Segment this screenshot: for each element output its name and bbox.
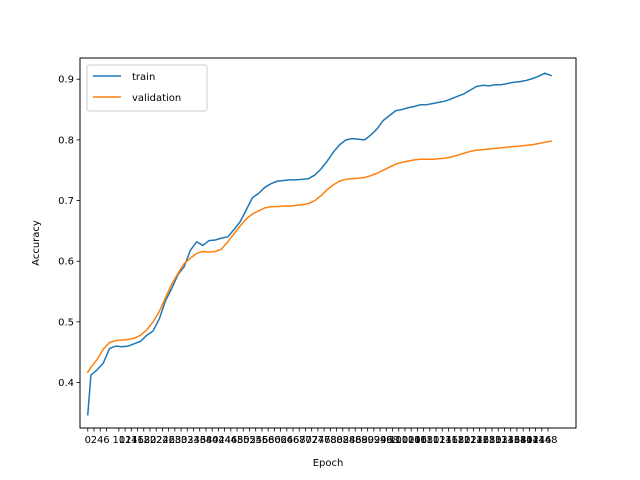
x-tick-label: 128 — [476, 435, 495, 446]
x-tick-label: 130 — [482, 435, 501, 446]
y-tick-label: 0.9 — [58, 75, 74, 86]
x-tick-label: 112 — [427, 435, 446, 446]
x-tick-label: 60 — [268, 435, 281, 446]
y-tick-label: 0.4 — [58, 378, 74, 389]
x-tick-label: 90 — [361, 435, 374, 446]
x-tick-label: 100 — [389, 435, 408, 446]
x-tick-label: 104 — [402, 435, 421, 446]
x-tick-label: 70 — [299, 435, 312, 446]
plot-area-background — [80, 58, 576, 428]
x-tick-label: 86 — [349, 435, 362, 446]
x-axis-ticks: 0 2 4 6 101214161820222426283032343638404244… — [85, 428, 558, 446]
x-tick-label: 80 — [330, 435, 343, 446]
series-line-train — [86, 72, 553, 416]
x-tick-label: 98 — [386, 435, 399, 446]
x-tick-label: 134 — [495, 435, 514, 446]
x-tick-label: 50 — [237, 435, 250, 446]
plot-frame — [79, 57, 577, 429]
x-tick-label: 76 — [318, 435, 331, 446]
x-tick-label: 34 — [187, 435, 200, 446]
x-tick-label: 20 — [144, 435, 157, 446]
legend: train validation — [86, 64, 208, 112]
x-tick-label: 56 — [256, 435, 269, 446]
x-tick-label: 122 — [458, 435, 477, 446]
y-axis-ticks: 0.4 0.5 0.6 0.7 0.8 0.9 — [58, 75, 80, 389]
x-tick-label: 38 — [200, 435, 213, 446]
x-tick-label: 26 — [162, 435, 175, 446]
x-tick-label: 62 — [274, 435, 287, 446]
x-tick-label: 148 — [538, 435, 557, 446]
x-tick-label: 136 — [501, 435, 520, 446]
x-tick-label: 0 — [85, 435, 91, 446]
x-tick-label: 16 — [131, 435, 144, 446]
x-tick-label: 82 — [336, 435, 349, 446]
x-tick-label: 102 — [395, 435, 414, 446]
x-tick-label: 78 — [324, 435, 337, 446]
x-tick-label: 126 — [470, 435, 489, 446]
x-tick-label: 58 — [262, 435, 275, 446]
x-tick-label: 12 — [119, 435, 132, 446]
x-tick-label: 18 — [137, 435, 150, 446]
x-tick-label: 146 — [532, 435, 551, 446]
x-tick-label: 114 — [433, 435, 452, 446]
y-axis-label: Accuracy — [31, 220, 42, 266]
x-tick-label: 138 — [507, 435, 526, 446]
x-tick-label: 144 — [526, 435, 545, 446]
legend-label-train: train — [132, 72, 155, 83]
x-tick-label: 14 — [125, 435, 138, 446]
x-tick-label: 124 — [464, 435, 483, 446]
x-tick-label: 92 — [368, 435, 381, 446]
x-tick-label: 66 — [287, 435, 300, 446]
x-tick-label: 4 — [97, 435, 103, 446]
x-tick-label: 36 — [193, 435, 206, 446]
x-tick-label: 140 — [514, 435, 533, 446]
series-layer — [86, 72, 553, 416]
x-tick-label: 120 — [451, 435, 470, 446]
x-tick-label: 116 — [439, 435, 458, 446]
x-tick-label: 52 — [243, 435, 256, 446]
x-tick-label: 44 — [218, 435, 231, 446]
y-tick-label: 0.6 — [58, 257, 74, 268]
y-tick-label: 0.5 — [58, 317, 74, 328]
x-tick-label: 42 — [212, 435, 225, 446]
x-tick-label: 74 — [312, 435, 325, 446]
x-tick-label: 24 — [156, 435, 169, 446]
x-tick-label: 40 — [206, 435, 219, 446]
x-tick-label: 46 — [224, 435, 237, 446]
x-tick-label: 88 — [355, 435, 368, 446]
x-tick-label: 10 — [113, 435, 126, 446]
x-tick-label: 94 — [374, 435, 387, 446]
x-tick-label: 106 — [408, 435, 427, 446]
y-tick-label: 0.8 — [58, 135, 74, 146]
x-tick-label: 118 — [445, 435, 464, 446]
x-tick-label: 132 — [489, 435, 508, 446]
x-tick-label: 54 — [249, 435, 262, 446]
x-tick-label: 142 — [520, 435, 539, 446]
x-axis-label: Epoch — [313, 458, 344, 469]
legend-label-validation: validation — [132, 93, 181, 104]
x-tick-label: 28 — [168, 435, 181, 446]
x-tick-label: 32 — [181, 435, 194, 446]
x-tick-label: 108 — [414, 435, 433, 446]
y-tick-label: 0.7 — [58, 196, 74, 207]
x-tick-label: 2 — [91, 435, 97, 446]
x-tick-label: 48 — [231, 435, 244, 446]
x-tick-label: 110 — [420, 435, 439, 446]
x-tick-label: 68 — [293, 435, 306, 446]
series-line-validation — [86, 140, 552, 374]
x-tick-label: 96 — [380, 435, 393, 446]
x-tick-label: 72 — [305, 435, 318, 446]
x-tick-label: 6 — [103, 435, 109, 446]
x-tick-label: 64 — [280, 435, 293, 446]
x-tick-label: 22 — [150, 435, 163, 446]
x-tick-label: 30 — [175, 435, 188, 446]
x-tick-label: 84 — [343, 435, 356, 446]
